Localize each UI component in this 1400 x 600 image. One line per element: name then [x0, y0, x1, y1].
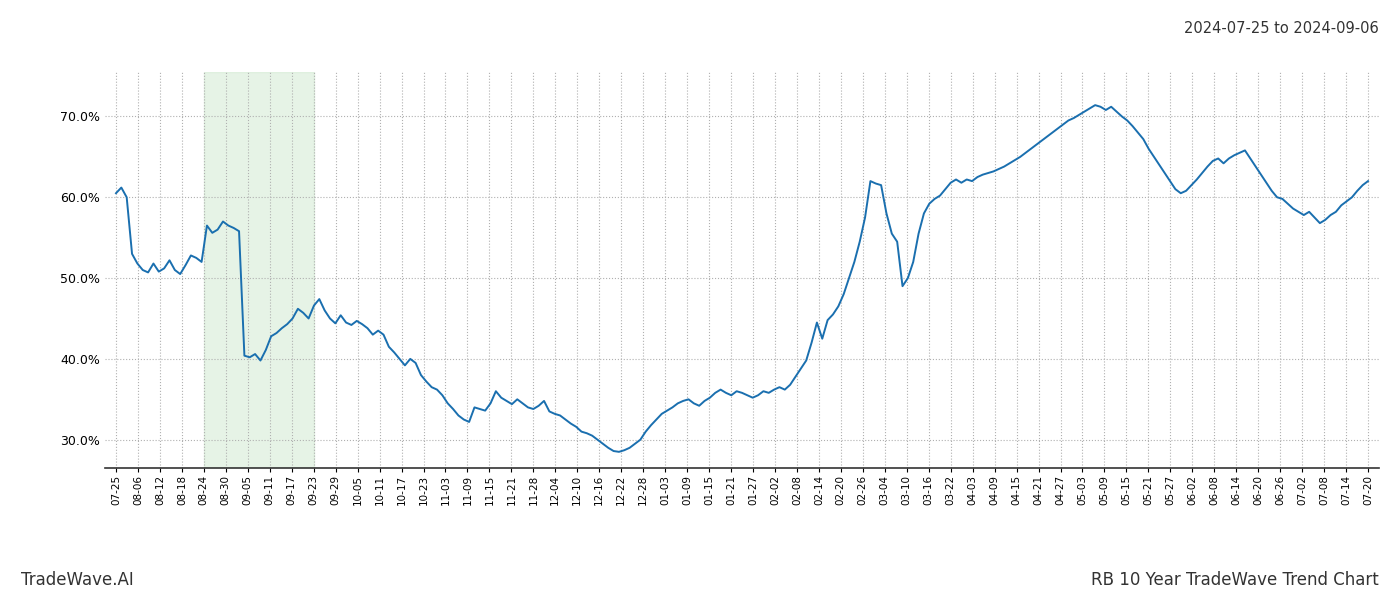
Text: TradeWave.AI: TradeWave.AI — [21, 571, 134, 589]
Text: 2024-07-25 to 2024-09-06: 2024-07-25 to 2024-09-06 — [1184, 21, 1379, 36]
Bar — [204, 72, 314, 468]
Text: RB 10 Year TradeWave Trend Chart: RB 10 Year TradeWave Trend Chart — [1091, 571, 1379, 589]
